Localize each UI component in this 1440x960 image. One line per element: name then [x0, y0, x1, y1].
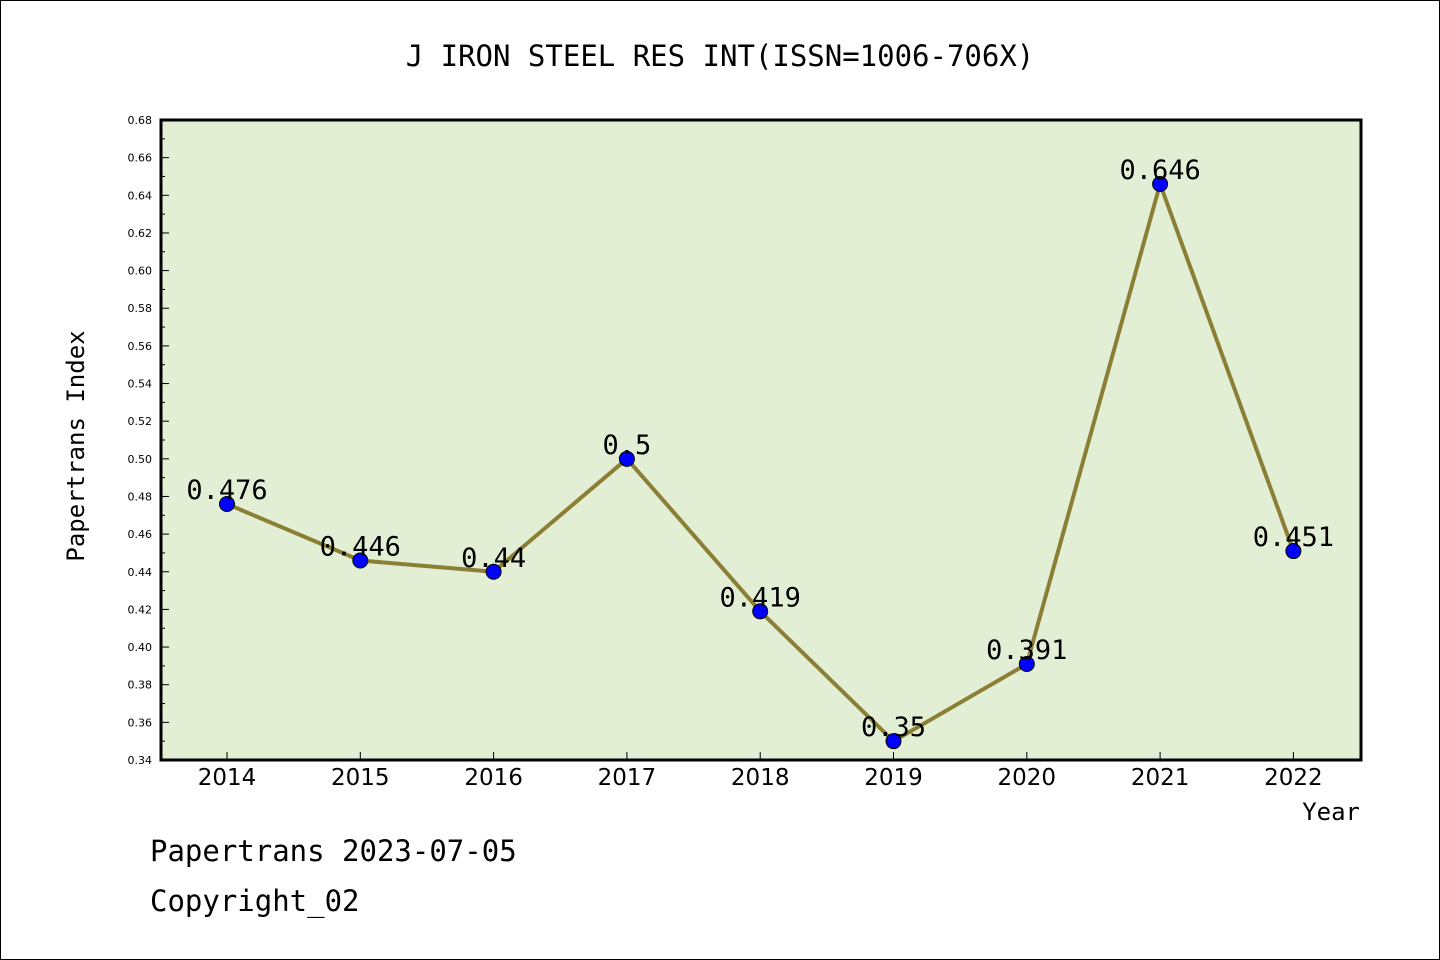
- data-label: 0.44: [461, 543, 526, 574]
- data-point: [1018, 656, 1035, 672]
- data-label: 0.476: [186, 475, 267, 506]
- y-tick-label: 0.34: [128, 754, 153, 767]
- data-label: 0.451: [1253, 522, 1334, 553]
- y-tick-label: 0.36: [128, 716, 153, 729]
- y-tick-label: 0.56: [128, 340, 153, 353]
- data-point: [219, 496, 235, 512]
- plot-area: [161, 120, 1361, 760]
- data-point: [618, 450, 635, 467]
- x-tick-label: 2017: [598, 765, 657, 791]
- data-point: [885, 733, 902, 750]
- y-tick-label: 0.60: [128, 265, 153, 278]
- y-tick-label: 0.38: [128, 679, 153, 692]
- x-tick-label: 2020: [998, 765, 1057, 791]
- x-tick-label: 2015: [331, 765, 390, 791]
- y-tick-label: 0.42: [128, 603, 153, 616]
- y-tick-label: 0.48: [128, 490, 153, 503]
- data-label: 0.5: [603, 430, 652, 461]
- y-tick-label: 0.46: [128, 528, 153, 541]
- data-label: 0.391: [986, 635, 1067, 666]
- y-tick-label: 0.66: [128, 152, 153, 165]
- data-label: 0.646: [1119, 155, 1200, 186]
- x-axis-label: Year: [1302, 798, 1360, 826]
- data-point: [352, 552, 369, 569]
- footer-copyright: Copyright_02: [150, 884, 360, 918]
- y-tick-label: 0.62: [128, 227, 153, 240]
- data-label: 0.446: [320, 531, 401, 562]
- y-tick-label: 0.64: [128, 189, 153, 202]
- y-tick-label: 0.52: [128, 415, 153, 428]
- data-point: [1152, 176, 1169, 192]
- x-tick-label: 2022: [1264, 765, 1323, 791]
- x-tick-label: 2018: [731, 765, 790, 791]
- x-tick-label: 2016: [464, 765, 523, 791]
- data-point: [1285, 543, 1302, 560]
- x-tick-label: 2014: [198, 765, 257, 791]
- y-tick-label: 0.44: [128, 566, 153, 579]
- chart-title: J IRON STEEL RES INT(ISSN=1006-706X): [406, 39, 1035, 73]
- y-tick-label: 0.50: [128, 453, 153, 466]
- x-tick-label: 2019: [864, 765, 923, 791]
- x-tick-label: 2021: [1131, 765, 1190, 791]
- plot-border: [159, 118, 1363, 762]
- data-point: [752, 603, 769, 620]
- data-label: 0.35: [861, 712, 926, 743]
- y-axis-label: Papertrans Index: [62, 330, 90, 561]
- y-tick-label: 0.40: [128, 641, 153, 654]
- x-axis: 2014 2015 2016 2017 2018 2019 2020 2021 2022: [198, 752, 1323, 791]
- y-tick-label: 0.68: [128, 114, 153, 127]
- data-label: 0.419: [720, 582, 801, 613]
- y-tick-label: 0.54: [128, 378, 153, 391]
- footer-date: Papertrans 2023-07-05: [150, 834, 517, 868]
- series-0: 0.476 0.446 0.44 0.5 0.419 0.35 0.391 0.646 0.45…: [186, 155, 1334, 750]
- data-point: [485, 563, 502, 580]
- y-tick-label: 0.58: [128, 302, 153, 315]
